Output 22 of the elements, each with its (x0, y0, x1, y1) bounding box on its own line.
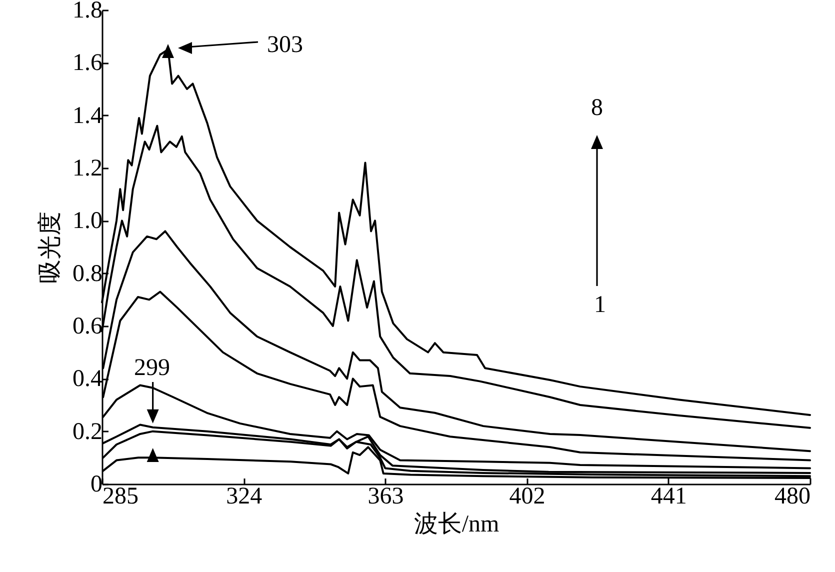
annotation: 1 (594, 292, 606, 318)
x-tick-label: 402 (509, 484, 546, 510)
y-tick-label: 1.0 (72, 208, 102, 234)
y-tick-label: 1.4 (72, 102, 102, 129)
x-tick-label: 441 (650, 484, 687, 510)
x-tick-label: 363 (368, 484, 404, 510)
y-tick-label: 0.6 (72, 314, 102, 340)
y-tick-label: 0 (90, 472, 102, 498)
y-tick-label: 0.8 (72, 260, 102, 287)
y-tick-label: 1.8 (72, 0, 102, 24)
y-tick-label: 1.6 (72, 50, 102, 76)
annotation: 8 (591, 95, 603, 121)
x-axis-title: 波长/nm (414, 512, 500, 538)
x-tick-label: 324 (226, 484, 262, 510)
annotation: 299 (134, 355, 170, 381)
y-tick-label: 0.4 (72, 366, 102, 392)
x-tick-label: 285 (102, 484, 138, 510)
annotation: 303 (267, 32, 303, 58)
y-axis-title: 吸光度 (36, 212, 64, 284)
y-tick-label: 0.2 (72, 418, 102, 445)
x-tick-label: 480 (774, 484, 810, 510)
y-tick-label: 1.2 (72, 156, 102, 182)
